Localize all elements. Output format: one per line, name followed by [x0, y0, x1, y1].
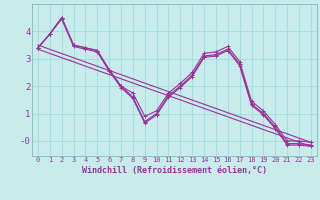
X-axis label: Windchill (Refroidissement éolien,°C): Windchill (Refroidissement éolien,°C)	[82, 166, 267, 175]
